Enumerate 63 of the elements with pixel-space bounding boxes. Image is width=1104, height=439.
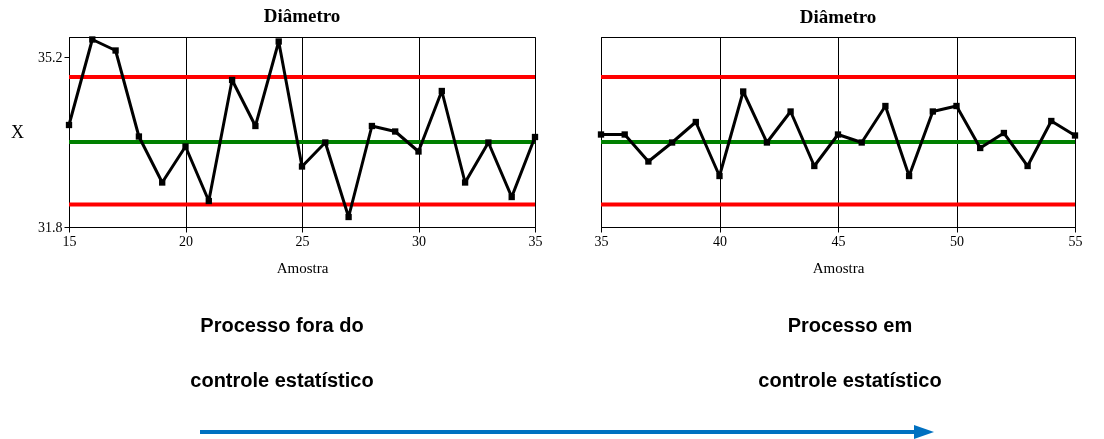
point xyxy=(89,36,96,43)
point xyxy=(858,139,865,146)
point xyxy=(508,193,515,201)
point xyxy=(645,158,652,165)
point xyxy=(1048,117,1055,125)
point xyxy=(182,143,189,150)
point xyxy=(228,76,236,84)
point xyxy=(65,121,73,129)
x-tick-label: 35 xyxy=(528,233,543,249)
point xyxy=(692,118,699,126)
point xyxy=(298,163,306,170)
point xyxy=(415,148,422,155)
y-tick-label: 31.8 xyxy=(38,219,63,235)
point xyxy=(882,102,889,110)
point xyxy=(621,131,628,138)
point xyxy=(597,131,605,138)
point xyxy=(322,139,329,146)
x-tick-label: 50 xyxy=(950,233,964,249)
point xyxy=(531,133,539,141)
point xyxy=(368,122,376,130)
point xyxy=(461,179,469,186)
point xyxy=(977,144,984,152)
point xyxy=(953,102,960,110)
x-tick-label: 25 xyxy=(295,233,310,249)
x-axis-title: Amostra xyxy=(276,259,329,276)
x-tick-label: 15 xyxy=(62,233,77,249)
point xyxy=(112,47,119,54)
point xyxy=(1000,129,1008,137)
point xyxy=(834,131,842,138)
x-tick-label: 45 xyxy=(831,233,846,249)
point xyxy=(811,162,818,170)
point xyxy=(716,172,723,180)
point xyxy=(787,108,794,115)
point xyxy=(135,133,143,140)
point xyxy=(905,172,913,180)
point xyxy=(438,87,445,95)
point xyxy=(205,197,212,205)
point xyxy=(275,38,282,45)
x-tick-label: 40 xyxy=(713,233,727,249)
x-tick-label: 55 xyxy=(1068,233,1083,249)
text: controle estatístico xyxy=(189,368,375,393)
text: Processo fora do xyxy=(199,313,365,338)
point xyxy=(485,139,492,146)
point xyxy=(1024,162,1031,170)
y-axis-title: X xyxy=(11,121,24,142)
point xyxy=(159,179,166,186)
text: controle estatístico xyxy=(757,368,943,393)
point xyxy=(763,139,771,146)
point xyxy=(668,139,676,146)
x-axis-title: Amostra xyxy=(812,259,865,276)
point xyxy=(252,122,259,130)
point xyxy=(929,108,936,115)
point xyxy=(740,88,747,95)
y-tick-label: 35.2 xyxy=(38,49,63,65)
x-tick-label: 35 xyxy=(594,233,609,249)
chart-title: Diâmetro xyxy=(799,6,877,27)
point xyxy=(392,128,399,135)
x-tick-label: 20 xyxy=(179,233,193,249)
x-tick-label: 30 xyxy=(412,233,426,249)
point xyxy=(345,213,352,221)
point xyxy=(1071,132,1079,139)
chart-title: Diâmetro xyxy=(263,5,341,27)
text: Processo em xyxy=(786,313,914,338)
